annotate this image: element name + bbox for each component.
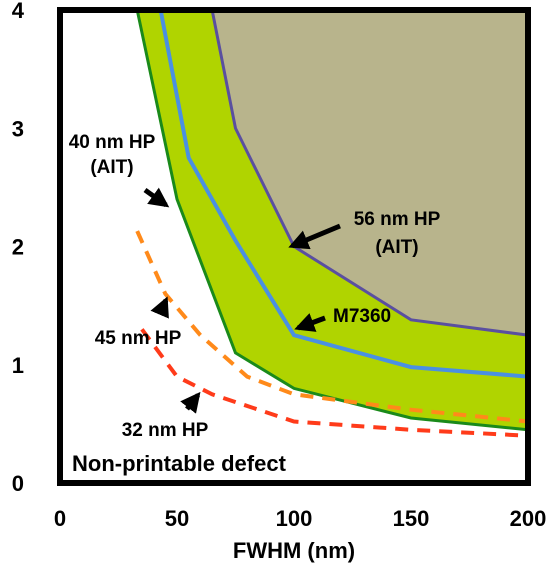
x-tick-label: 200 (510, 506, 547, 531)
x-tick-label: 50 (165, 506, 189, 531)
plot-clip-group (60, 10, 528, 483)
hp45-line (135, 230, 528, 424)
x-tick-label: 0 (54, 506, 66, 531)
annotation-line: M7360 (333, 306, 391, 327)
annotation-arrow-hp45 (150, 296, 169, 319)
annotation-line: (AIT) (90, 157, 133, 178)
plot-area (60, 10, 528, 483)
annotation-line: 45 nm HP (95, 328, 182, 349)
annotation-hp40: 40 nm HP (AIT) (69, 132, 156, 178)
annotation-hp56: 56 nm HP (AIT) (354, 209, 441, 258)
annotation-line: 40 nm HP (69, 132, 156, 153)
annotation-arrow-m7360 (294, 313, 326, 332)
upper-region (212, 10, 528, 336)
y-tick-label: 2 (12, 235, 24, 260)
y-tick-label: 4 (12, 0, 25, 23)
x-tick-label: 100 (276, 506, 313, 531)
annotation-hp32: 32 nm HP (122, 420, 209, 441)
annotation-arrow-hp40 (143, 187, 170, 208)
annotation-m7360: M7360 (333, 306, 391, 327)
region-label: Non-printable defect (72, 451, 287, 476)
y-tick-label: 0 (12, 471, 24, 496)
y-tick-label: 3 (12, 116, 24, 141)
plot-frame (57, 7, 531, 486)
annotation-line: 32 nm HP (122, 420, 209, 441)
y-tick-label: 1 (12, 353, 24, 378)
hp32-line (140, 328, 528, 438)
axis-layer: 0 50 100 150 200 0 1 2 3 4 (12, 0, 547, 531)
x-tick-label: 150 (393, 506, 430, 531)
annotation-line: 56 nm HP (354, 209, 441, 230)
annotation-arrow-hp56 (288, 223, 341, 250)
x-axis-title: FWHM (nm) (233, 538, 355, 563)
m7360-line (158, 10, 528, 379)
band-lower-line (135, 10, 528, 432)
annotation-layer: 40 nm HP (AIT) 56 nm HP (AIT) M7360 45 nm HP 3… (69, 132, 441, 441)
annotation-line: (AIT) (375, 237, 418, 258)
annotation-hp45: 45 nm HP (95, 328, 182, 349)
annotation-arrow-hp32 (180, 391, 201, 414)
